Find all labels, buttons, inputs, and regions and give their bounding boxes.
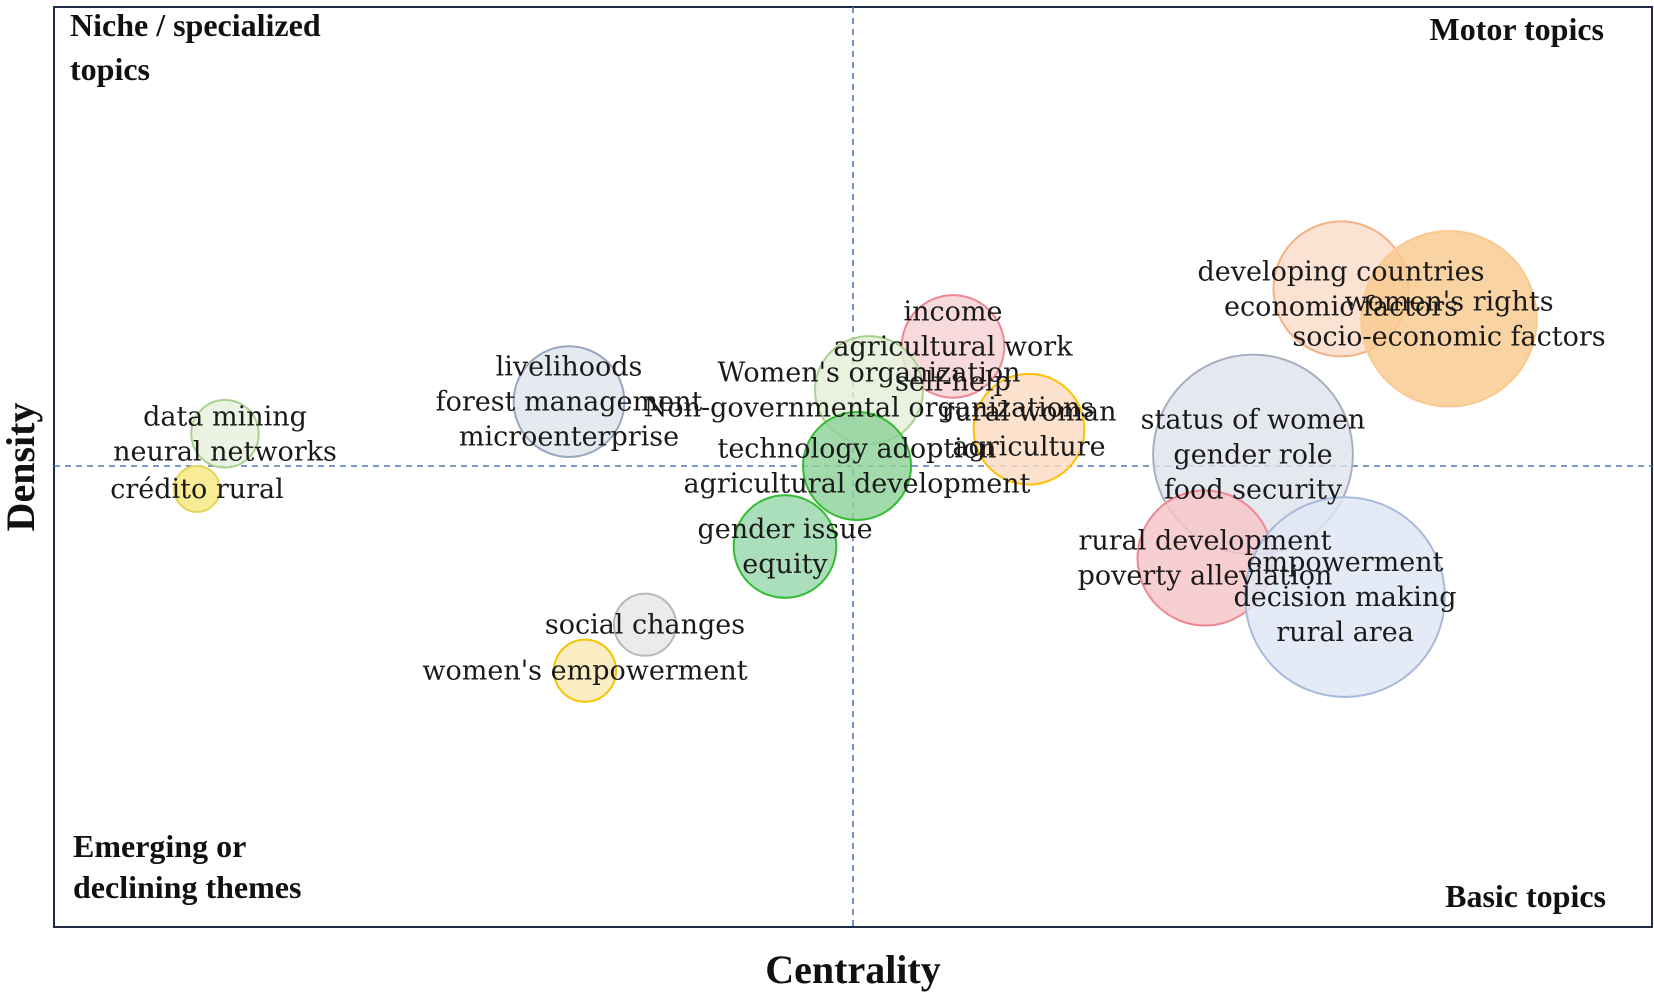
- quadrant-label-basic: Basic topics: [1445, 878, 1606, 914]
- bubble-4: [190, 399, 260, 469]
- y-axis-title: Density: [0, 403, 43, 532]
- bubble-label-9-0: crédito rural: [110, 474, 284, 505]
- bubble-label-6-1: agriculture: [952, 432, 1105, 463]
- quadrant-label-niche-1: Niche / specialized: [70, 7, 321, 43]
- bubble-label-14-0: women's empowerment: [422, 656, 747, 687]
- bubble-label-0-1: agricultural work: [833, 331, 1073, 362]
- bubble-label-5-0: livelihoods: [496, 352, 643, 383]
- bubble-label-1-1: Non-governmental organizations: [644, 393, 1094, 424]
- bubble-14: [552, 638, 618, 703]
- bubble-label-0-0: income: [904, 296, 1003, 327]
- bubble-6: [972, 372, 1086, 486]
- bubble-label-4-1: neural networks: [113, 436, 337, 467]
- bubble-label-11-0: rural development: [1078, 526, 1331, 557]
- bubble-label-3-1: socio-economic factors: [1292, 321, 1605, 352]
- quadrant-label-motor: Motor topics: [1430, 11, 1604, 47]
- bubble-label-10-1: equity: [742, 549, 828, 580]
- bubble-label-2-1: economic factors: [1224, 291, 1458, 322]
- bubble-12: [1244, 496, 1446, 698]
- x-axis-title: Centrality: [765, 947, 941, 992]
- bubble-label-7-1: agricultural development: [683, 469, 1030, 500]
- bubble-label-8-0: status of women: [1141, 405, 1366, 436]
- bubble-3: [1360, 230, 1538, 408]
- bubble-label-13-0: social changes: [545, 610, 745, 641]
- bubble-label-12-0: empowerment: [1247, 547, 1444, 578]
- bubble-5: [512, 345, 626, 458]
- bubble-label-6-0: rural woman: [942, 397, 1117, 428]
- bubble-label-3-0: women's rights: [1344, 286, 1553, 317]
- bubble-label-11-1: poverty alleviation: [1078, 561, 1333, 592]
- bubble-label-4-0: data mining: [143, 401, 307, 432]
- bubble-label-0-2: self-help: [895, 366, 1011, 397]
- bubble-7: [802, 411, 912, 521]
- bubble-9: [173, 465, 221, 513]
- bubble-labels-layer: income agricultural work self-helpWomen's …: [110, 256, 1605, 686]
- bubble-label-8-2: food security: [1164, 475, 1343, 506]
- quadrant-label-emerging-2: declining themes: [73, 869, 301, 905]
- bubble-label-10-0: gender issue: [697, 514, 872, 545]
- bubble-label-1-0: Women's organization: [717, 358, 1020, 389]
- bubble-10: [732, 494, 838, 599]
- bubble-label-5-1: forest management: [436, 387, 703, 418]
- bubble-label-12-1: decision making: [1233, 582, 1456, 613]
- bubble-label-8-1: gender role: [1173, 440, 1332, 471]
- quadrant-label-emerging-1: Emerging or: [73, 828, 246, 864]
- bubble-label-7-0: technology adoption: [717, 434, 996, 465]
- bubble-label-5-2: microenterprise: [459, 422, 679, 453]
- bubbles-layer: [173, 220, 1538, 703]
- quadrant-label-niche-2: topics: [70, 51, 150, 87]
- bubble-label-12-2: rural area: [1276, 617, 1414, 648]
- bubble-13: [612, 592, 678, 657]
- bubble-label-2-0: developing countries: [1198, 256, 1485, 287]
